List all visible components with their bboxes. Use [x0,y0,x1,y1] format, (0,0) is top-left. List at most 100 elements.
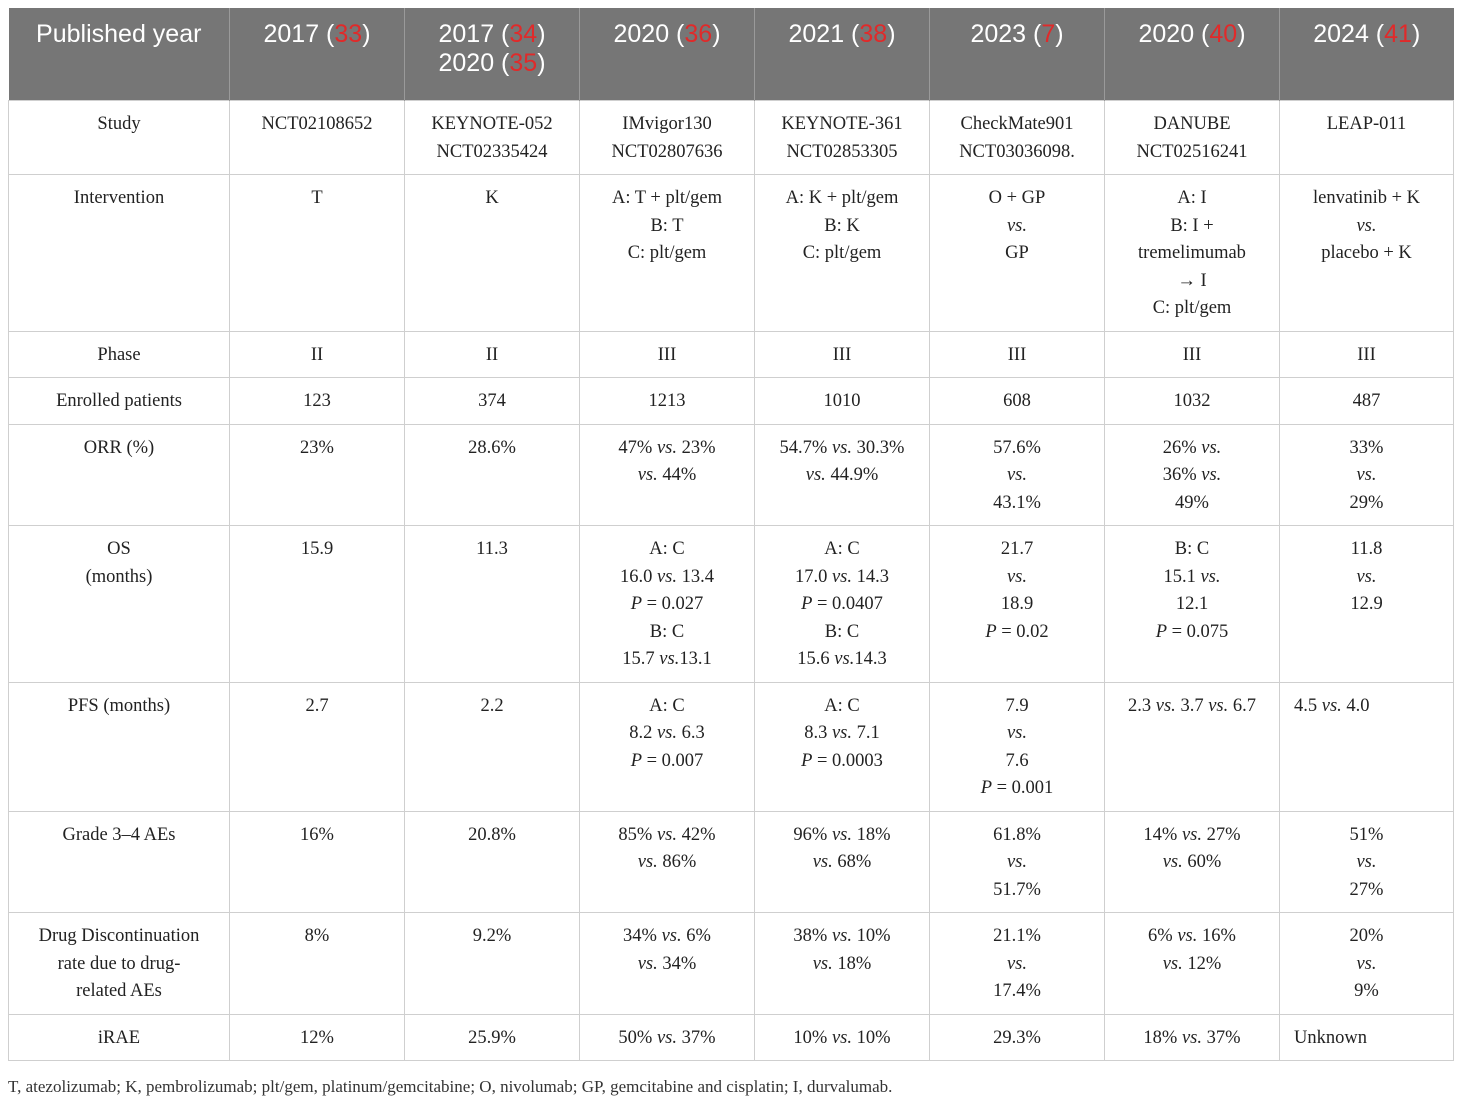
table-cell: 96% vs. 18% vs. 68% [754,810,930,913]
table-cell: A: C 8.3 vs. 7.1 P = 0.0003 [754,681,930,812]
table-row: Drug Discontinuation rate due to drug-rel… [8,912,1454,1015]
table-cell: 1032 [1104,377,1280,425]
table-cell: 28.6% [404,423,580,526]
header-year-5: 2023 (7) [929,8,1105,101]
table-cell: 10% vs. 10% [754,1013,930,1061]
table-cell: A: T + plt/gem B: T C: plt/gem [579,174,755,332]
table-row: OS (months) 15.9 11.3 A: C 16.0 vs. 13.4 P = 0… [8,525,1454,683]
table-cell: Unknown [1279,1013,1454,1061]
header-label: Published year [8,8,230,101]
table-cell: 23% [229,423,405,526]
table-body: Study NCT02108652 KEYNOTE-052 NCT02335424 IM… [8,100,1454,1061]
table-cell: 54.7% vs. 30.3% vs. 44.9% [754,423,930,526]
table-row: Enrolled patients 123 374 1213 1010 608 1032 48… [8,377,1454,425]
table-cell: 2.7 [229,681,405,812]
table-cell: 61.8% vs. 51.7% [929,810,1105,913]
table-cell: III [1279,330,1454,378]
table-cell: 12% [229,1013,405,1061]
reference-link[interactable]: 34 [509,20,538,48]
table-cell: 18% vs. 37% [1104,1013,1280,1061]
row-label: iRAE [8,1013,230,1061]
table-cell: III [1104,330,1280,378]
reference-link[interactable]: 36 [684,20,713,48]
footnote: T, atezolizumab; K, pembrolizumab; plt/g… [8,1077,893,1096]
table-cell: O + GP vs. GP [929,174,1105,332]
table-container: Published year 2017 (33) 2017 (34) 2020 (3… [8,8,1454,1061]
table-cell: T [229,174,405,332]
table-cell: A: C 17.0 vs. 14.3 P = 0.0407 B: C 15.6 vs.1… [754,525,930,683]
table-cell: 11.3 [404,525,580,683]
table-cell: 29.3% [929,1013,1105,1061]
table-cell: KEYNOTE-052 NCT02335424 [404,100,580,175]
table-cell: 123 [229,377,405,425]
table-cell: 50% vs. 37% [579,1013,755,1061]
table-cell: II [404,330,580,378]
table-row: Grade 3–4 AEs 16% 20.8% 85% vs. 42% vs. 86% 9… [8,810,1454,913]
header-row: Published year 2017 (33) 2017 (34) 2020 (3… [8,8,1454,101]
table-cell: A: I B: I + tremelimumab → I C: plt/gem [1104,174,1280,332]
table-cell: III [754,330,930,378]
table-cell: A: K + plt/gem B: K C: plt/gem [754,174,930,332]
reference-link[interactable]: 40 [1209,20,1238,48]
table-cell: 4.5 vs. 4.0 [1279,681,1454,812]
table-cell: 2.2 [404,681,580,812]
table-cell: A: C 8.2 vs. 6.3 P = 0.007 [579,681,755,812]
table-row: PFS (months) 2.7 2.2 A: C 8.2 vs. 6.3 P = 0.0… [8,681,1454,812]
table-cell: 57.6% vs. 43.1% [929,423,1105,526]
table-cell: 20.8% [404,810,580,913]
table-cell: 14% vs. 27% vs. 60% [1104,810,1280,913]
row-label: Study [8,100,230,175]
table-cell: CheckMate901 NCT03036098. [929,100,1105,175]
table-row: Phase II II III III III III III [8,330,1454,378]
table-cell: 11.8 vs. 12.9 [1279,525,1454,683]
table-cell: 6% vs. 16% vs. 12% [1104,912,1280,1015]
table-cell: 25.9% [404,1013,580,1061]
table-cell: 21.1% vs. 17.4% [929,912,1105,1015]
row-label: Grade 3–4 AEs [8,810,230,913]
table-cell: II [229,330,405,378]
table-cell: III [929,330,1105,378]
row-label: Enrolled patients [8,377,230,425]
row-label: Intervention [8,174,230,332]
table-cell: 85% vs. 42% vs. 86% [579,810,755,913]
table-cell: B: C 15.1 vs. 12.1 P = 0.075 [1104,525,1280,683]
header-year-3: 2020 (36) [579,8,755,101]
reference-link[interactable]: 7 [1041,20,1056,48]
table-cell: A: C 16.0 vs. 13.4 P = 0.027 B: C 15.7 vs.13… [579,525,755,683]
row-label: ORR (%) [8,423,230,526]
table-cell: 16% [229,810,405,913]
header-year-4: 2021 (38) [754,8,930,101]
reference-link[interactable]: 33 [334,20,363,48]
header-year-1: 2017 (33) [229,8,405,101]
table-cell: 7.9 vs. 7.6 P = 0.001 [929,681,1105,812]
reference-link[interactable]: 35 [509,49,538,77]
table-cell: 33% vs. 29% [1279,423,1454,526]
trial-comparison-table: Published year 2017 (33) 2017 (34) 2020 (3… [8,8,1454,1061]
table-row: Intervention T K A: T + plt/gem B: T C: plt/g… [8,174,1454,332]
table-cell: 487 [1279,377,1454,425]
table-cell: 2.3 vs. 3.7 vs. 6.7 [1104,681,1280,812]
table-cell: 20% vs. 9% [1279,912,1454,1015]
header-year-6: 2020 (40) [1104,8,1280,101]
table-cell: 21.7 vs. 18.9 P = 0.02 [929,525,1105,683]
table-cell: 9.2% [404,912,580,1015]
table-cell: III [579,330,755,378]
header-year-2: 2017 (34) 2020 (35) [404,8,580,101]
table-cell: 47% vs. 23% vs. 44% [579,423,755,526]
row-label: Drug Discontinuation rate due to drug-rel… [8,912,230,1015]
row-label: OS (months) [8,525,230,683]
table-cell: 51% vs. 27% [1279,810,1454,913]
table-cell: 38% vs. 10% vs. 18% [754,912,930,1015]
reference-link[interactable]: 41 [1384,20,1412,48]
table-cell: K [404,174,580,332]
row-label: PFS (months) [8,681,230,812]
row-label: Phase [8,330,230,378]
table-cell: KEYNOTE-361 NCT02853305 [754,100,930,175]
table-cell: LEAP-011 [1279,100,1454,175]
table-cell: NCT02108652 [229,100,405,175]
reference-link[interactable]: 38 [859,20,888,48]
table-cell: 8% [229,912,405,1015]
table-cell: 374 [404,377,580,425]
table-cell: IMvigor130 NCT02807636 [579,100,755,175]
